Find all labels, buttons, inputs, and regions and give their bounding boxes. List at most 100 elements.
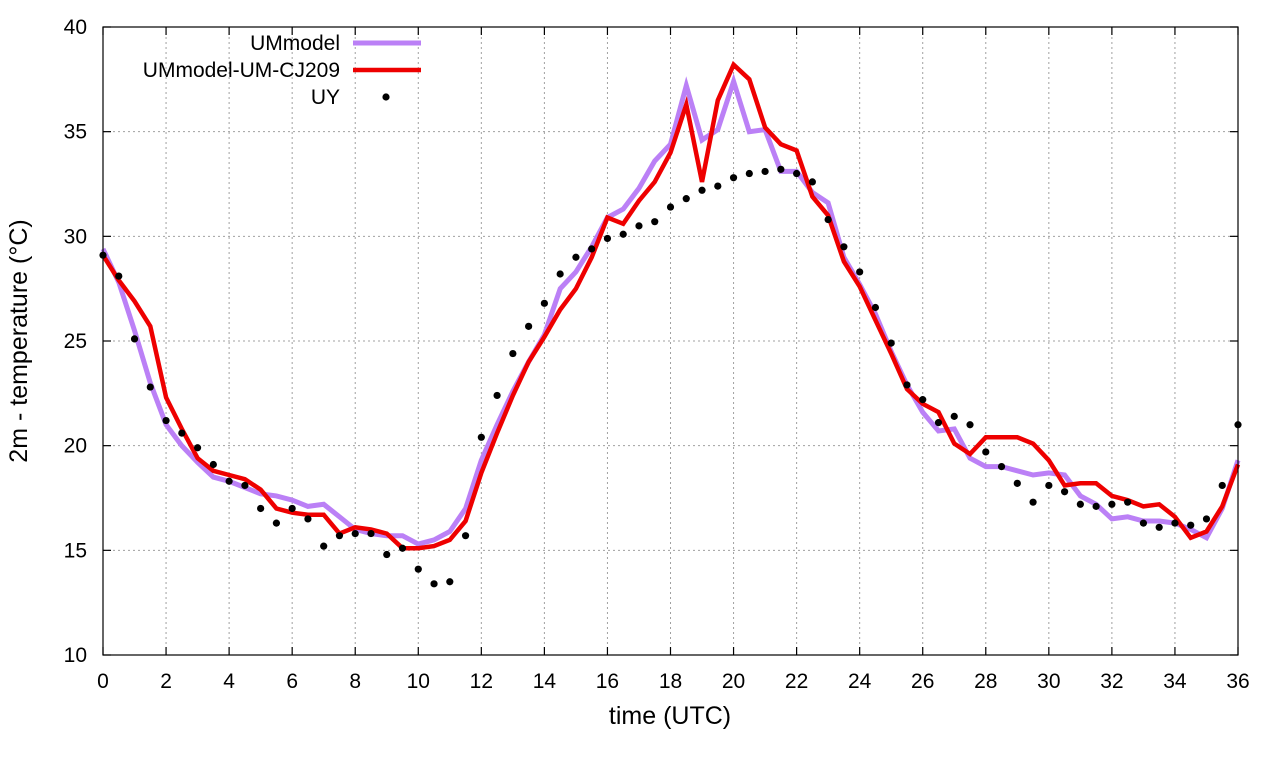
data-point: [540, 299, 548, 307]
data-point: [1045, 481, 1053, 490]
data-point: [871, 303, 880, 312]
data-point: [777, 165, 785, 173]
y-tick-label: 15: [64, 539, 87, 562]
y-tick-label: 25: [64, 330, 87, 353]
data-point: [950, 412, 958, 420]
data-point: [619, 230, 627, 238]
data-point: [288, 504, 296, 513]
data-point: [714, 182, 722, 190]
data-point: [793, 169, 801, 178]
grid: [103, 27, 1238, 655]
data-point: [493, 391, 501, 400]
data-point: [1139, 519, 1148, 527]
data-point: [982, 448, 990, 456]
data-point: [903, 381, 911, 389]
data-point: [351, 529, 359, 538]
legend-label: UMmodel: [250, 32, 340, 55]
y-tick-label: 30: [64, 225, 87, 248]
data-point: [698, 186, 706, 194]
data-point: [635, 222, 643, 230]
x-axis-title: time (UTC): [609, 702, 731, 730]
data-point: [666, 203, 675, 211]
data-point: [414, 565, 422, 573]
data-point: [966, 421, 974, 429]
data-point: [1092, 502, 1100, 510]
legend: UMmodel UMmodel-UM-CJ209 UY: [143, 32, 421, 109]
data-point: [430, 580, 438, 588]
x-tick-label: 26: [911, 670, 934, 693]
x-tick-label: 18: [659, 670, 682, 693]
data-point: [398, 544, 407, 552]
data-point: [193, 444, 202, 452]
legend-label: UY: [311, 86, 340, 109]
series-layer: [99, 60, 1242, 588]
x-tick-label: 30: [1037, 670, 1060, 693]
data-point: [1076, 500, 1084, 508]
data-point: [761, 167, 769, 176]
y-tick-label: 35: [64, 121, 87, 144]
data-point: [824, 215, 832, 224]
data-point: [272, 519, 281, 527]
data-point: [477, 433, 485, 441]
data-point: [525, 322, 533, 330]
data-point: [146, 383, 154, 391]
series-line: [101, 60, 1241, 551]
x-tick-label: 0: [97, 670, 109, 693]
data-point: [603, 234, 612, 243]
data-point: [1202, 515, 1211, 523]
x-tick-label: 16: [596, 670, 619, 693]
x-tick-label: 12: [470, 670, 493, 693]
data-point: [225, 477, 233, 485]
data-point: [840, 243, 848, 251]
x-tick-label: 32: [1100, 670, 1123, 693]
data-point: [588, 245, 596, 253]
data-point: [1187, 521, 1195, 529]
data-point: [304, 515, 312, 523]
y-tick-label: 40: [64, 16, 87, 39]
data-point: [241, 481, 249, 490]
data-point: [320, 542, 328, 550]
data-point: [919, 396, 927, 404]
data-point: [461, 532, 470, 540]
data-point: [257, 504, 265, 513]
data-point: [115, 272, 123, 280]
x-tick-label: 34: [1163, 670, 1187, 693]
x-tick-label: 4: [223, 670, 235, 693]
series-ummodel-um-cj209: [101, 60, 1241, 551]
data-point: [745, 169, 753, 178]
data-point: [856, 268, 864, 276]
x-tick-label: 24: [848, 670, 872, 693]
data-point: [1013, 479, 1021, 487]
data-point: [1108, 500, 1116, 508]
x-tick-label: 28: [974, 670, 997, 693]
axes: 0 2 4 6 8 10 12 14 16 18 20 22 24 26 28 30 32 34 361015202…: [64, 16, 1250, 693]
data-point: [1171, 519, 1179, 527]
x-tick-label: 20: [722, 670, 745, 693]
data-point: [997, 463, 1006, 471]
x-tick-label: 6: [286, 670, 298, 693]
data-point: [808, 178, 816, 186]
data-point: [934, 419, 943, 427]
data-point: [1029, 498, 1037, 506]
series-uy: [99, 165, 1242, 588]
data-point: [446, 578, 454, 586]
x-tick-label: 14: [533, 670, 557, 693]
series-ummodel: [100, 73, 1241, 547]
x-tick-label: 36: [1226, 670, 1249, 693]
data-point: [651, 218, 659, 226]
data-point: [1155, 523, 1163, 531]
data-point: [556, 270, 564, 278]
x-tick-label: 22: [785, 670, 808, 693]
data-point: [367, 529, 375, 538]
data-point: [682, 195, 690, 203]
x-tick-label: 8: [349, 670, 361, 693]
data-point: [209, 460, 217, 469]
data-point: [178, 429, 186, 437]
y-tick-label: 20: [64, 435, 87, 458]
x-tick-label: 2: [160, 670, 172, 693]
legend-swatch: [382, 93, 390, 101]
data-point: [509, 349, 517, 358]
data-point: [383, 550, 391, 559]
data-point: [335, 532, 344, 540]
